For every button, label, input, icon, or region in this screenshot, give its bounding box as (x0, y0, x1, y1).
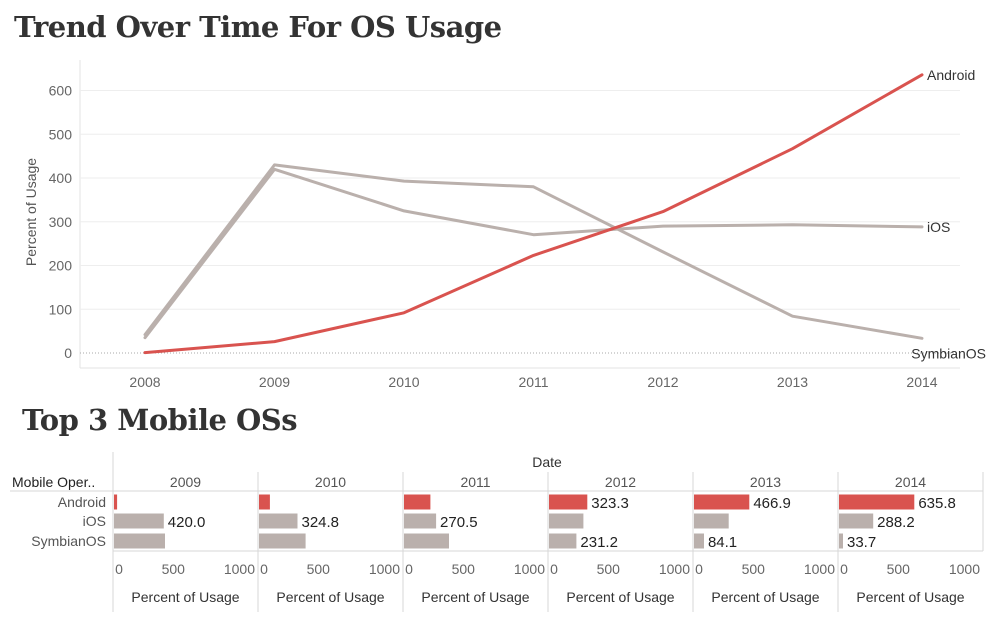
bar-value-label: 288.2 (877, 514, 915, 531)
x-tick-label: 500 (452, 561, 476, 577)
y-tick-label: 400 (49, 170, 73, 186)
row-label-symbianos: SymbianOS (31, 533, 106, 549)
x-tick-label: 2013 (777, 374, 808, 390)
bar-value-label: 33.7 (847, 534, 876, 551)
line-chart-title: Trend Over Time For OS Usage (14, 10, 502, 44)
bar-ios-2011[interactable] (404, 513, 437, 529)
bar-android-2009[interactable] (114, 494, 118, 510)
y-axis-label: Percent of Usage (23, 158, 39, 266)
row-label-ios: iOS (83, 513, 106, 529)
x-axis-title: Percent of Usage (131, 589, 239, 605)
y-tick-label: 300 (49, 214, 73, 230)
bar-android-2013[interactable] (694, 494, 750, 510)
x-axis-title: Percent of Usage (566, 589, 674, 605)
bar-value-label: 635.8 (918, 495, 956, 512)
x-tick-label: 2010 (388, 374, 419, 390)
series-line-android[interactable] (143, 73, 924, 355)
y-tick-label: 500 (49, 126, 73, 142)
bar-symbianos-2010[interactable] (259, 533, 306, 549)
x-axis-title: Percent of Usage (276, 589, 384, 605)
bar-value-label: 270.5 (440, 514, 478, 531)
x-tick-label: 1000 (514, 561, 545, 577)
line-chart: 0 100 200 300 400 500 600 2008 2009 2010 2011 2012 2… (23, 60, 986, 390)
bar-value-label: 231.2 (580, 534, 618, 551)
x-tick-label: 2009 (259, 374, 290, 390)
x-axis-title: Percent of Usage (711, 589, 819, 605)
bar-symbianos-2011[interactable] (404, 533, 449, 549)
bar-value-label: 420.0 (168, 514, 206, 531)
column-label-2014: 2014 (895, 474, 926, 490)
row-label-android: Android (58, 494, 106, 510)
x-axis-title: Percent of Usage (856, 589, 964, 605)
bar-chart-title: Top 3 Mobile OSs (22, 403, 298, 437)
series-line-symbianos[interactable] (143, 163, 924, 340)
bar-value-label: 324.8 (301, 514, 339, 531)
x-tick-label: 500 (162, 561, 186, 577)
series-line-ios[interactable] (143, 167, 924, 340)
bar-ios-2012[interactable] (549, 513, 584, 529)
x-tick-label: 1000 (224, 561, 255, 577)
bar-android-2010[interactable] (259, 494, 270, 510)
x-tick-label: 2012 (647, 374, 678, 390)
x-tick-label: 1000 (659, 561, 690, 577)
bar-ios-2009[interactable] (114, 513, 164, 529)
y-tick-label: 0 (64, 345, 72, 361)
x-tick-label: 500 (887, 561, 911, 577)
bar-android-2012[interactable] (549, 494, 588, 510)
x-tick-label: 500 (307, 561, 331, 577)
column-label-2011: 2011 (460, 474, 490, 490)
x-tick-label: 0 (695, 561, 703, 577)
x-tick-label: 0 (260, 561, 268, 577)
bar-symbianos-2014[interactable] (839, 533, 843, 549)
series-label-symbianos: SymbianOS (911, 345, 986, 361)
bar-ios-2014[interactable] (839, 513, 874, 529)
column-label-2012: 2012 (605, 474, 636, 490)
series-label-ios: iOS (927, 219, 950, 235)
y-tick-label: 100 (49, 301, 73, 317)
y-tick-label: 200 (49, 258, 73, 274)
bar-symbianos-2009[interactable] (114, 533, 165, 549)
x-axis-title: Percent of Usage (421, 589, 529, 605)
column-header: Date (532, 454, 562, 470)
bar-ios-2010[interactable] (259, 513, 298, 529)
x-tick-label: 1000 (369, 561, 400, 577)
bar-symbianos-2013[interactable] (694, 533, 704, 549)
x-tick-label: 0 (405, 561, 413, 577)
bar-value-label: 466.9 (753, 495, 791, 512)
x-tick-label: 0 (840, 561, 848, 577)
x-tick-label: 2011 (518, 374, 548, 390)
x-tick-label: 2008 (129, 374, 160, 390)
x-tick-label: 0 (115, 561, 123, 577)
y-tick-label: 600 (49, 83, 73, 99)
bar-symbianos-2012[interactable] (549, 533, 577, 549)
row-header: Mobile Oper.. (12, 474, 95, 490)
bar-ios-2013[interactable] (694, 513, 729, 529)
x-tick-label: 0 (550, 561, 558, 577)
bar-value-label: 84.1 (708, 534, 737, 551)
x-tick-label: 1000 (804, 561, 835, 577)
column-label-2010: 2010 (315, 474, 346, 490)
x-tick-label: 2014 (906, 374, 937, 390)
column-label-2009: 2009 (170, 474, 201, 490)
column-label-2013: 2013 (750, 474, 781, 490)
bar-android-2014[interactable] (839, 494, 915, 510)
x-tick-label: 1000 (949, 561, 980, 577)
x-tick-label: 500 (597, 561, 621, 577)
x-tick-label: 500 (742, 561, 766, 577)
bar-value-label: 323.3 (591, 495, 629, 512)
bar-android-2011[interactable] (404, 494, 431, 510)
series-label-android: Android (927, 67, 975, 83)
